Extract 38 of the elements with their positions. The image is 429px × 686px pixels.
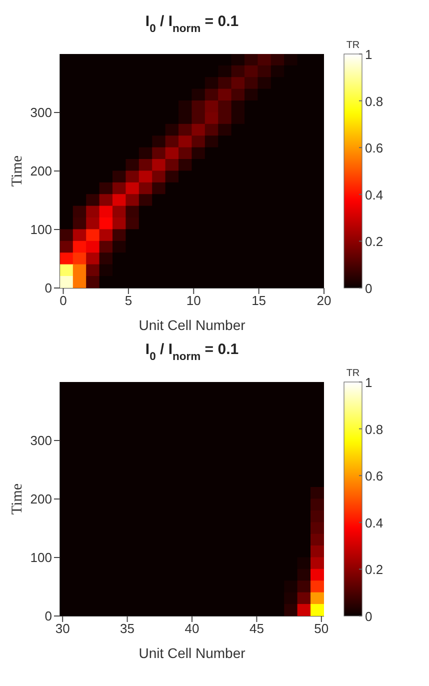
color-bar-label: 0.2: [365, 562, 384, 578]
x-tick-label: 0: [60, 293, 67, 308]
x-tick-label: 45: [249, 621, 264, 636]
color-bar-label: 0.6: [365, 468, 384, 484]
color-bar-label: 0: [365, 281, 372, 296]
x-tick-label: 50: [314, 621, 329, 636]
color-bar-label: 0.2: [365, 234, 384, 250]
y-tick-label: 0: [44, 280, 52, 296]
x-tick-label: 10: [186, 293, 201, 308]
y-tick-label: 300: [30, 433, 52, 448]
x-tick-label: 15: [252, 293, 266, 308]
color-bar-label: 1: [365, 375, 372, 390]
color-bar-label: 1: [365, 47, 372, 62]
chart-title: I$_{0}$ / I$_{norm}$ = 0.1: [145, 341, 239, 363]
chart-title: I$_{0}$ / I$_{norm}$ = 0.1: [145, 13, 239, 35]
y-tick-label: 100: [30, 550, 52, 566]
color-bar-title: TR: [346, 368, 360, 379]
x-axis-title: Unit Cell Number: [138, 317, 246, 333]
y-tick-label: 200: [30, 164, 52, 179]
x-tick-label: 5: [124, 293, 132, 308]
color-bar-title: TR: [346, 40, 360, 51]
y-tick-label: 200: [30, 492, 52, 507]
x-tick-label: 20: [316, 293, 332, 308]
color-bar-label: 0.6: [365, 140, 384, 156]
y-axis-title: Time: [9, 483, 26, 515]
color-bar-label: 0.4: [365, 515, 384, 530]
x-tick-label: 30: [55, 621, 70, 636]
x-axis-title: Unit Cell Number: [138, 645, 246, 661]
x-tick-label: 40: [184, 621, 200, 636]
y-tick-label: 100: [30, 222, 52, 238]
y-axis-title: Time: [9, 155, 26, 187]
color-bar-label: 0.4: [365, 187, 384, 202]
y-tick-label: 300: [30, 105, 52, 120]
x-tick-label: 35: [120, 621, 135, 636]
color-bar-label: 0.8: [365, 94, 384, 109]
color-bar-label: 0: [365, 609, 372, 624]
color-bar-label: 0.8: [365, 422, 384, 437]
y-tick-label: 0: [44, 608, 52, 624]
